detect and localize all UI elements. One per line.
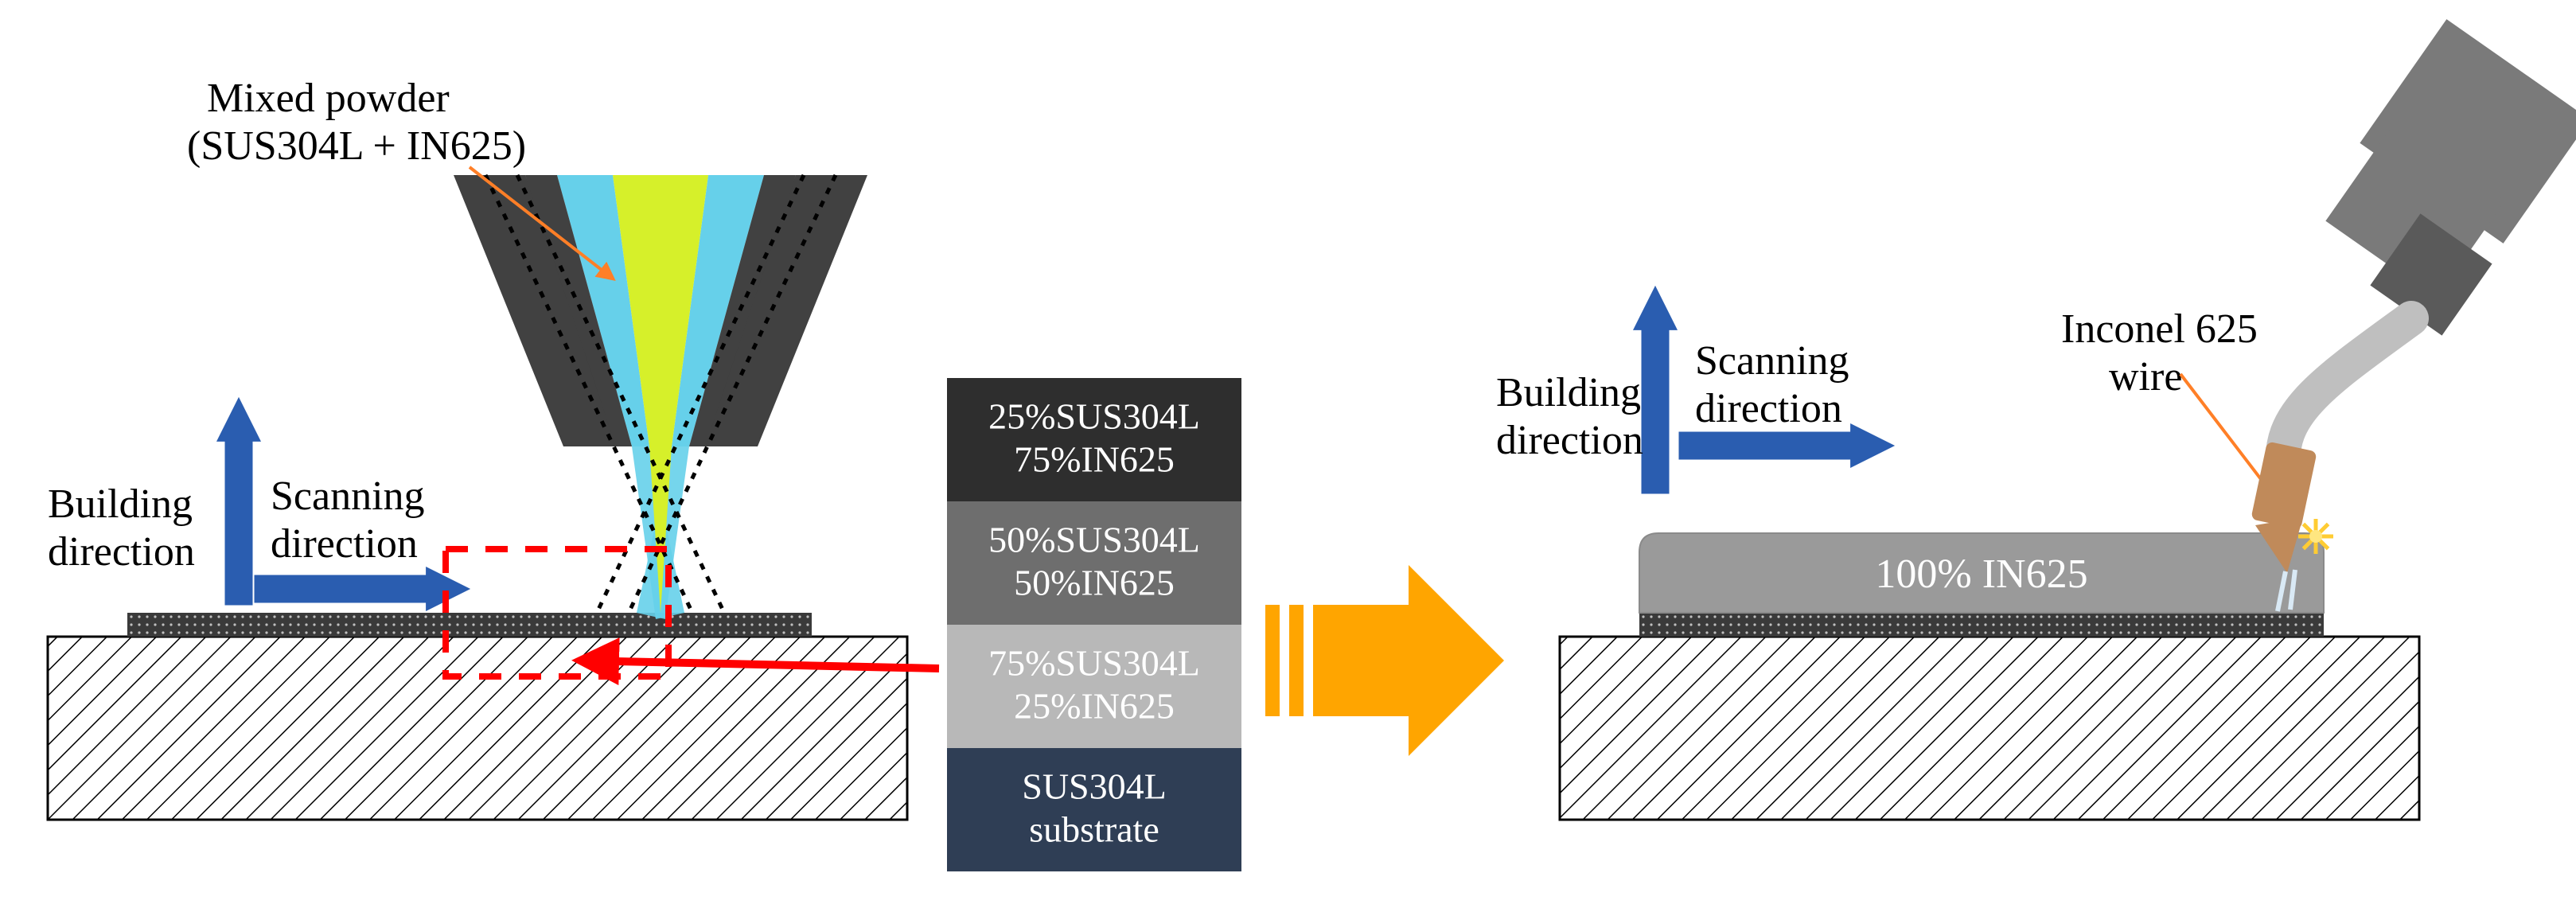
spark-icon — [2309, 530, 2322, 543]
wire-label: wire — [2109, 354, 2182, 399]
legend-text: 50%IN625 — [1014, 563, 1175, 603]
legend-text: 25%IN625 — [1014, 686, 1175, 727]
legend-text: SUS304L — [1022, 766, 1166, 807]
process-arrow — [1265, 605, 1280, 716]
process-arrow-head — [1409, 565, 1504, 756]
mixed-powder-label: Mixed powder — [207, 76, 450, 121]
fgm-strip-left — [127, 613, 812, 637]
mixed-powder-label: (SUS304L + IN625) — [187, 123, 526, 169]
scanning-arrow — [255, 567, 470, 610]
legend-text: substrate — [1029, 809, 1159, 850]
legend-text: 75%SUS304L — [988, 643, 1200, 684]
building-label: Building — [1496, 370, 1641, 415]
substrate-right — [1560, 637, 2419, 820]
scanning-label: Scanning — [271, 474, 425, 519]
scanning-label: direction — [1695, 386, 1842, 431]
scanning-label: direction — [271, 521, 418, 567]
legend-text: 25%SUS304L — [988, 396, 1200, 437]
building-label: direction — [1496, 418, 1643, 463]
torch-hose — [2283, 318, 2411, 470]
wire-label: Inconel 625 — [2061, 306, 2258, 352]
building-label: Building — [48, 481, 193, 527]
scanning-label: Scanning — [1695, 338, 1849, 384]
torch-contact-tube — [2251, 441, 2317, 529]
legend-text: 75%IN625 — [1014, 439, 1175, 480]
building-label: direction — [48, 529, 195, 575]
fgm-strip-right — [1639, 613, 2324, 637]
process-arrow — [1289, 605, 1304, 716]
legend-text: 50%SUS304L — [988, 520, 1200, 560]
process-arrow — [1313, 605, 1409, 716]
building-arrow — [217, 398, 260, 605]
deposit-label: 100% IN625 — [1875, 551, 2087, 597]
